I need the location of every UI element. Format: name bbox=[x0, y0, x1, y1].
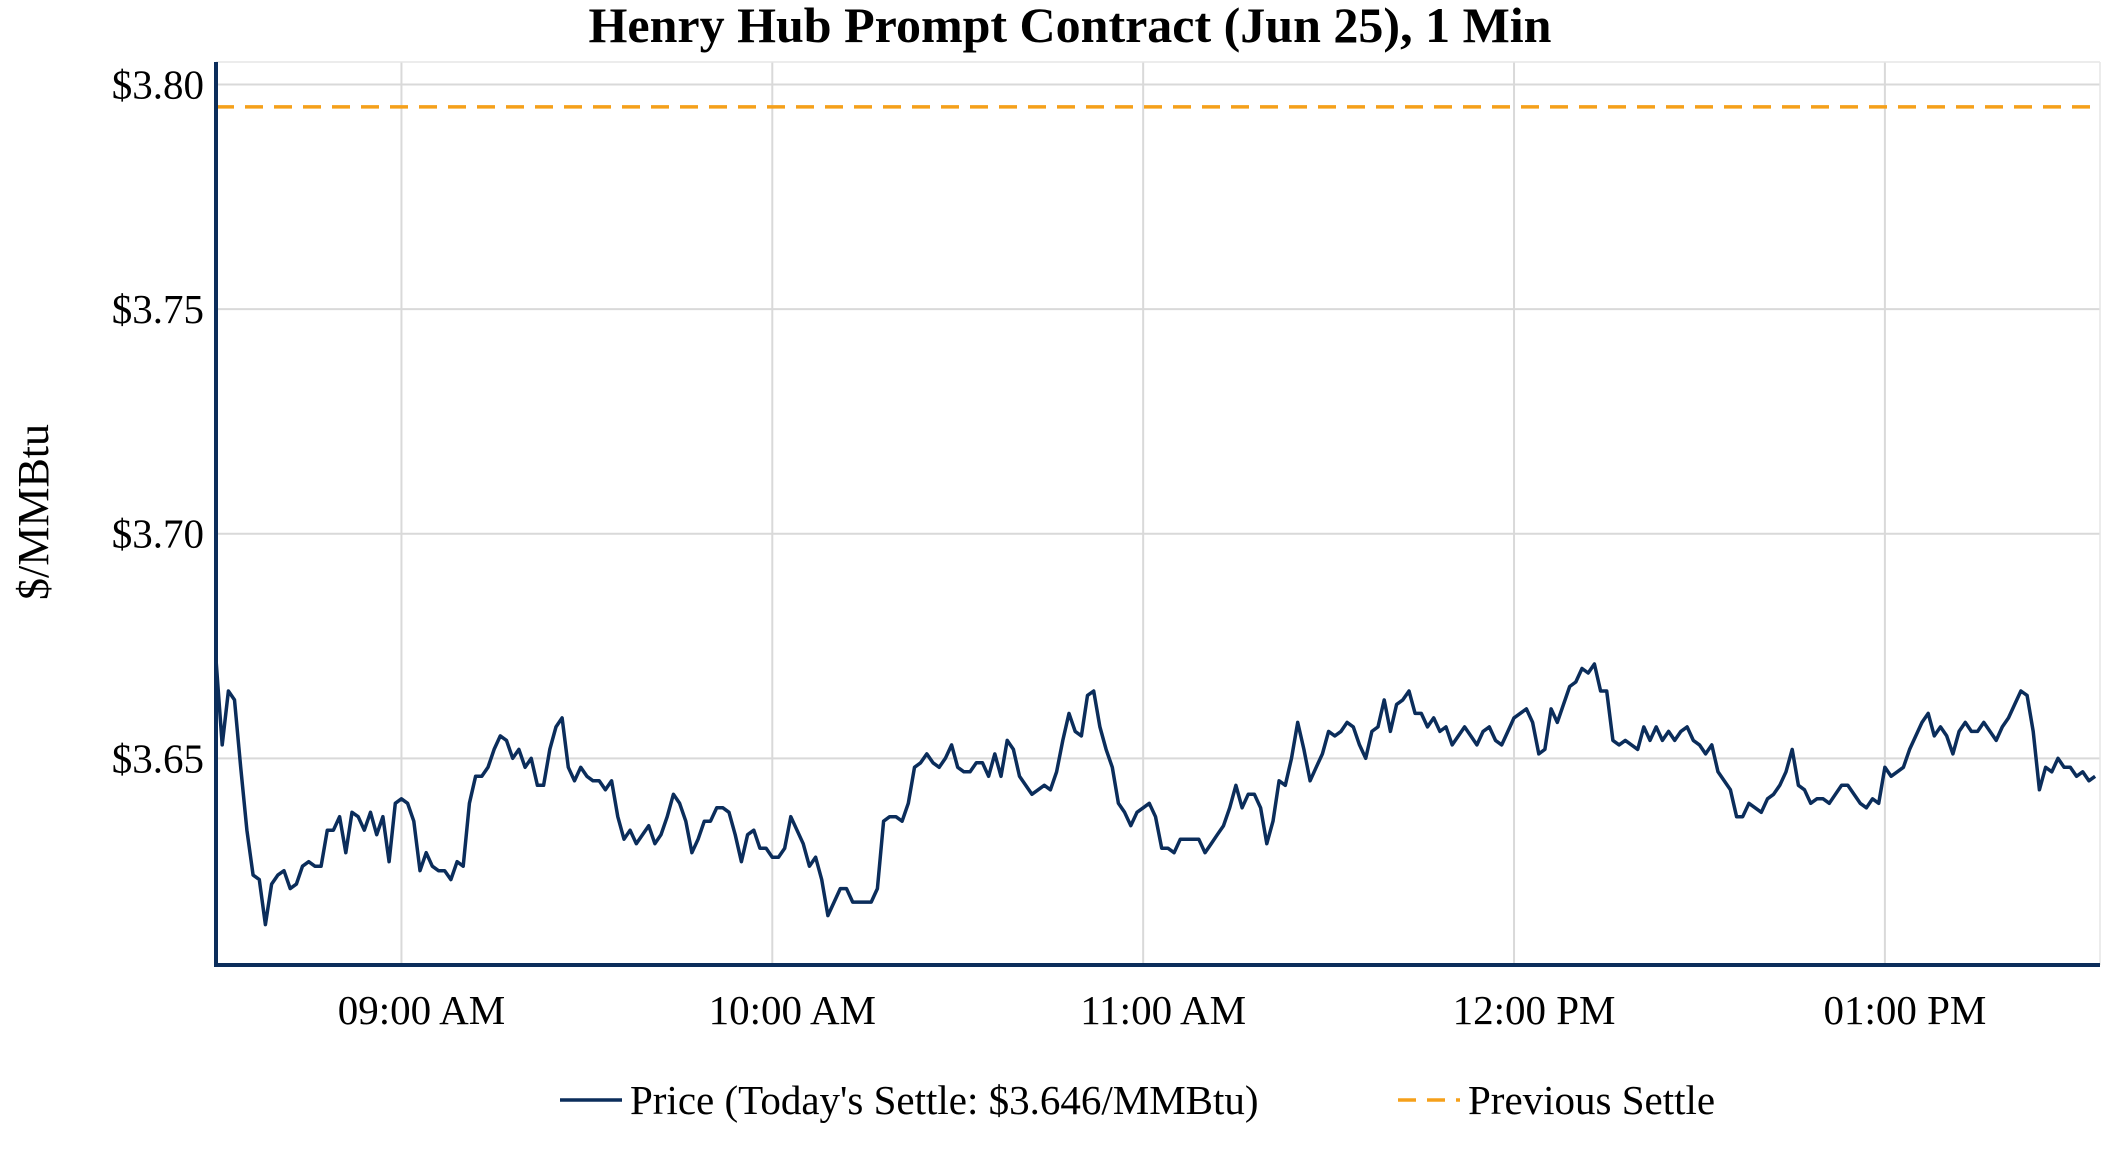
x-gridlines bbox=[400, 62, 1886, 965]
y-tick-label: $3.80 bbox=[112, 61, 204, 107]
x-tick-label: 01:00 PM bbox=[1823, 987, 1986, 1033]
y-tick-label: $3.70 bbox=[112, 511, 204, 557]
x-tick-labels: 09:00 AM 10:00 AM 11:00 AM 12:00 PM 01:00 PM bbox=[338, 987, 1987, 1033]
y-gridlines bbox=[216, 83, 2100, 760]
legend-previous-settle-label: Previous Settle bbox=[1468, 1077, 1715, 1123]
legend-price-label: Price (Today's Settle: $3.646/MMBtu) bbox=[630, 1077, 1259, 1123]
price-series-line bbox=[214, 659, 2097, 927]
y-tick-label: $3.65 bbox=[112, 735, 204, 781]
y-tick-labels: $3.80 $3.75 $3.70 $3.65 bbox=[112, 61, 204, 781]
x-tick-label: 11:00 AM bbox=[1080, 987, 1246, 1033]
x-tick-label: 10:00 AM bbox=[709, 987, 876, 1033]
legend: Price (Today's Settle: $3.646/MMBtu) Pre… bbox=[560, 1077, 1715, 1123]
x-tick-label: 09:00 AM bbox=[338, 987, 505, 1033]
y-axis-label: $/MMBtu bbox=[9, 424, 58, 600]
chart-title: Henry Hub Prompt Contract (Jun 25), 1 Mi… bbox=[589, 0, 1552, 53]
x-tick-label: 12:00 PM bbox=[1453, 987, 1616, 1033]
y-tick-label: $3.75 bbox=[112, 286, 204, 332]
